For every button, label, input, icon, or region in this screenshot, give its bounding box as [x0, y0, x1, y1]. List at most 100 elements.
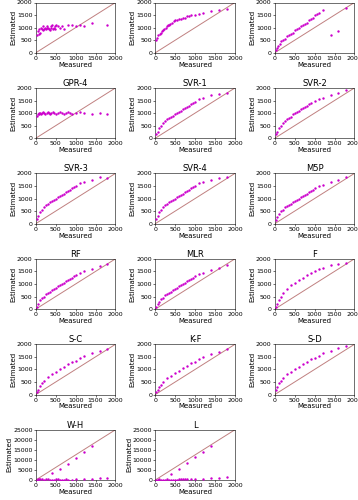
- Point: [200, 353, 206, 361]
- Point: [196, 96, 202, 104]
- Point: [170, 196, 176, 204]
- Point: [160, 476, 166, 484]
- Point: [276, 379, 282, 387]
- Point: [280, 119, 286, 127]
- Point: [200, 8, 206, 16]
- Point: [304, 102, 309, 110]
- Point: [302, 103, 308, 111]
- Point: [320, 6, 325, 14]
- X-axis label: Measured: Measured: [297, 404, 332, 409]
- Point: [300, 360, 305, 368]
- Point: [73, 356, 78, 364]
- Point: [164, 200, 170, 207]
- Point: [316, 352, 321, 360]
- Point: [288, 30, 294, 38]
- Y-axis label: Estimated: Estimated: [10, 96, 16, 130]
- Y-axis label: Estimated: Estimated: [10, 10, 16, 45]
- Point: [192, 475, 198, 483]
- Point: [53, 21, 59, 29]
- Point: [274, 214, 280, 222]
- Point: [278, 122, 284, 130]
- X-axis label: Measured: Measured: [59, 404, 93, 409]
- Point: [48, 109, 54, 117]
- Point: [170, 112, 176, 120]
- Point: [34, 31, 40, 39]
- Y-axis label: Estimated: Estimated: [130, 352, 136, 387]
- Point: [164, 290, 170, 298]
- Point: [154, 214, 159, 222]
- Point: [274, 128, 280, 136]
- Point: [97, 109, 102, 117]
- Point: [284, 32, 290, 40]
- Point: [53, 110, 59, 118]
- Point: [57, 281, 63, 289]
- Point: [77, 21, 82, 29]
- Point: [284, 370, 290, 378]
- X-axis label: Measured: Measured: [297, 318, 332, 324]
- Point: [308, 99, 314, 107]
- Point: [57, 192, 63, 200]
- Point: [273, 386, 279, 394]
- Point: [172, 194, 178, 202]
- Point: [161, 25, 167, 33]
- Point: [298, 22, 304, 30]
- Point: [172, 285, 178, 293]
- Point: [63, 476, 68, 484]
- Point: [156, 124, 162, 132]
- Point: [176, 476, 182, 484]
- Point: [156, 298, 162, 306]
- Point: [47, 476, 53, 484]
- Point: [172, 16, 178, 24]
- Point: [154, 130, 159, 138]
- Point: [296, 276, 301, 284]
- Point: [176, 465, 182, 473]
- Point: [89, 474, 95, 482]
- Point: [61, 278, 67, 286]
- Point: [274, 44, 280, 52]
- Point: [292, 278, 297, 286]
- Point: [46, 25, 52, 33]
- Point: [154, 476, 159, 484]
- Y-axis label: Estimated: Estimated: [249, 352, 255, 387]
- Point: [47, 110, 53, 118]
- Point: [48, 22, 53, 30]
- Point: [155, 386, 160, 394]
- Point: [34, 476, 40, 484]
- Point: [280, 374, 286, 382]
- Title: K-F: K-F: [189, 335, 201, 344]
- Point: [37, 382, 43, 390]
- Point: [176, 15, 182, 23]
- Point: [155, 212, 160, 220]
- Point: [224, 346, 230, 354]
- Point: [41, 376, 47, 384]
- Point: [308, 15, 314, 23]
- Point: [38, 24, 44, 32]
- Point: [165, 21, 171, 29]
- Point: [36, 30, 42, 38]
- Point: [44, 22, 50, 30]
- Point: [304, 358, 309, 366]
- Point: [34, 388, 40, 396]
- Point: [166, 289, 172, 297]
- Point: [105, 260, 110, 268]
- Title: SVR-2: SVR-2: [302, 79, 327, 88]
- Point: [43, 110, 48, 118]
- Point: [163, 201, 168, 209]
- Point: [280, 206, 286, 214]
- Point: [306, 16, 311, 24]
- Point: [190, 99, 196, 107]
- Point: [284, 116, 290, 124]
- Point: [51, 476, 57, 484]
- Point: [55, 282, 61, 290]
- Point: [51, 196, 57, 204]
- Point: [312, 96, 318, 104]
- X-axis label: Measured: Measured: [178, 147, 212, 153]
- Point: [188, 184, 194, 192]
- Point: [53, 22, 58, 30]
- Point: [69, 476, 74, 484]
- Point: [37, 28, 43, 36]
- Point: [163, 292, 168, 300]
- Point: [308, 356, 314, 364]
- Y-axis label: Estimated: Estimated: [130, 96, 136, 130]
- Point: [224, 173, 230, 181]
